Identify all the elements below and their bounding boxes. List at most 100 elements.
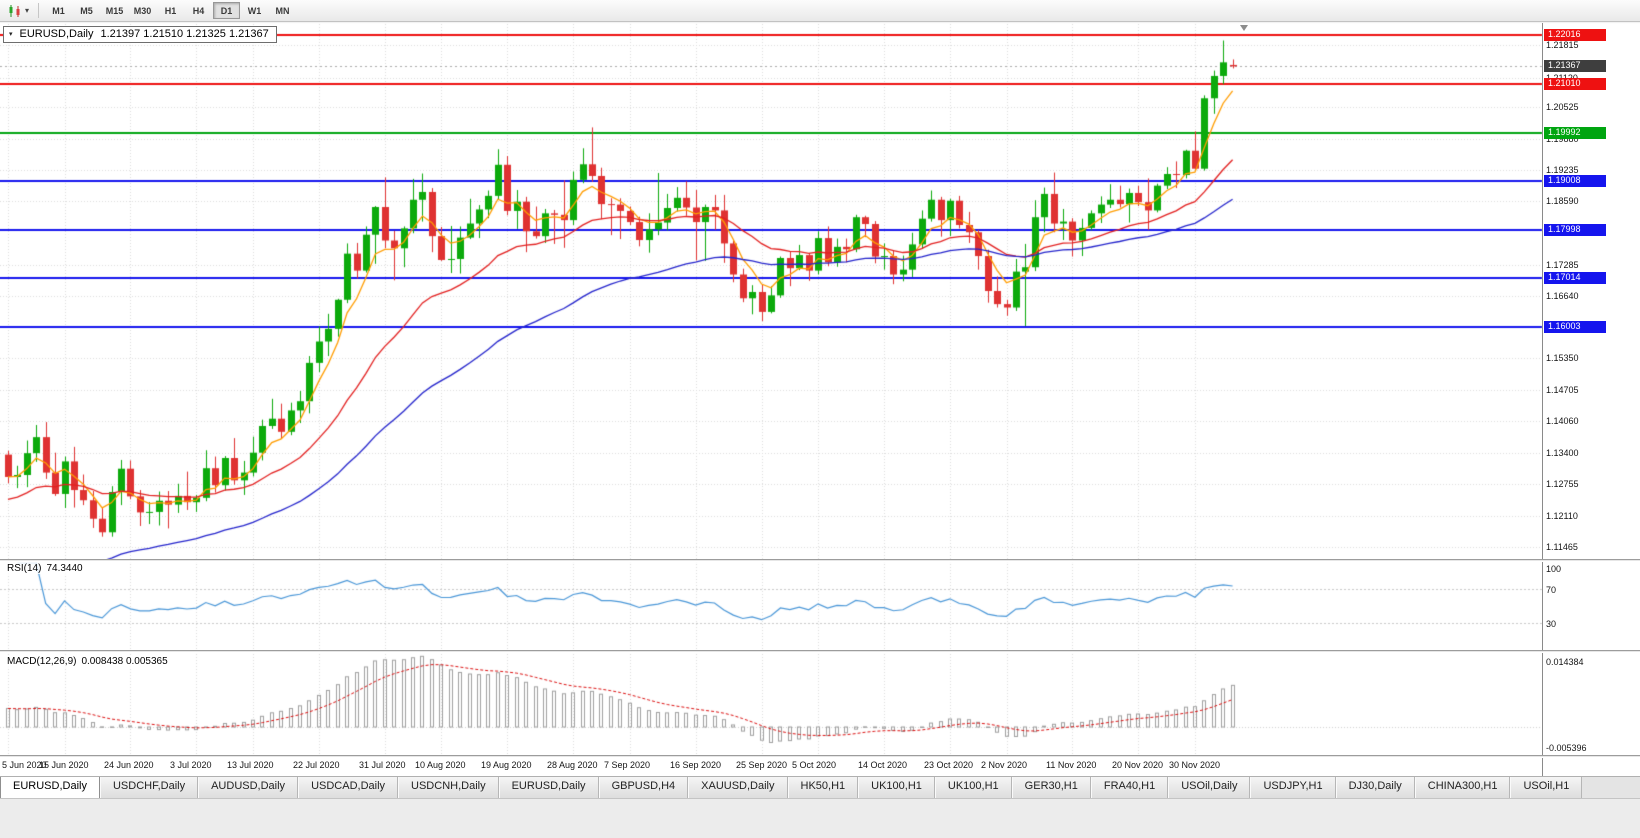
chart-tab-ger30-h1[interactable]: GER30,H1 [1011, 777, 1091, 798]
price-line-tag[interactable]: 1.22016 [1544, 29, 1606, 41]
status-bar [0, 798, 1640, 838]
date-tick-label: 30 Nov 2020 [1169, 760, 1221, 770]
price-tick-label: 1.21815 [1546, 40, 1579, 50]
rsi-value: 74.3440 [46, 563, 83, 574]
price-tick-label: 1.14060 [1546, 416, 1579, 426]
chart-tab-usoil-daily[interactable]: USOil,Daily [1168, 777, 1251, 798]
chart-tab-eurusd-daily[interactable]: EURUSD,Daily [0, 777, 100, 798]
rsi-title: RSI(14) [7, 563, 42, 574]
price-tick-label: 1.20525 [1546, 102, 1579, 112]
rsi-level-label: 100 [1546, 564, 1562, 574]
date-tick-label: 25 Sep 2020 [736, 760, 788, 770]
candlestick-chart-icon [9, 4, 20, 17]
chart-tabs-bar: EURUSD,Daily USDCHF,Daily AUDUSD,Daily USDC… [0, 776, 1640, 798]
pane-separator-rsi[interactable] [0, 559, 1640, 562]
date-tick-label: 7 Sep 2020 [604, 760, 651, 770]
pane-separator-macd[interactable] [0, 650, 1640, 653]
chart-tab-uk100-h1[interactable]: UK100,H1 [934, 777, 1012, 798]
date-tick-label: 11 Nov 2020 [1046, 760, 1097, 770]
price-line-tag[interactable]: 1.17014 [1544, 272, 1606, 284]
date-tick-label: 14 Oct 2020 [858, 760, 908, 770]
date-tick-label: 19 Aug 2020 [481, 760, 532, 770]
timeframe-buttons: M1 M5 M15 M30 H1 H4 D1 W1 MN [45, 2, 296, 19]
price-tick-label: 1.16640 [1546, 291, 1579, 301]
date-tick-label: 13 Jul 2020 [227, 760, 274, 770]
chart-tab-usdchf-daily[interactable]: USDCHF,Daily [99, 777, 199, 798]
chart-tab-china300-h1[interactable]: CHINA300,H1 [1414, 777, 1511, 798]
timeframe-button-w1[interactable]: W1 [247, 6, 262, 16]
date-tick-label: 3 Jul 2020 [170, 760, 212, 770]
macd-scale-top-label: 0.014384 [1546, 657, 1584, 667]
timeframe-button-h1[interactable]: H1 [164, 6, 177, 16]
chart-dropdown-icon[interactable]: ▾ [9, 31, 13, 38]
pane-separator-dates [0, 755, 1640, 758]
chart-tab-usdcnh-daily[interactable]: USDCNH,Daily [398, 777, 499, 798]
date-tick-label: 5 Jun 2020 [2, 760, 47, 770]
date-tick-label: 15 Jun 2020 [39, 760, 89, 770]
price-line-tag[interactable]: 1.21010 [1544, 78, 1606, 90]
chart-tab-dj30-daily[interactable]: DJ30,Daily [1335, 777, 1415, 798]
date-tick-label: 28 Aug 2020 [547, 760, 598, 770]
timeframe-button-d1[interactable]: D1 [213, 2, 241, 19]
price-line-tag[interactable]: 1.17998 [1544, 224, 1606, 236]
timeframe-button-m30[interactable]: M30 [133, 6, 152, 16]
date-tick-label: 31 Jul 2020 [359, 760, 406, 770]
price-tick-label: 1.19880 [1546, 134, 1579, 144]
timeframe-button-m15[interactable]: M15 [105, 6, 124, 16]
price-line-tag[interactable]: 1.19992 [1544, 127, 1606, 139]
timeframe-button-m1[interactable]: M1 [52, 6, 65, 16]
price-axis-divider [1542, 23, 1543, 776]
price-tick-label: 1.13400 [1546, 448, 1579, 458]
price-tick-label: 1.12755 [1546, 479, 1579, 489]
chart-type-button[interactable]: ▾ [4, 3, 32, 19]
chevron-down-icon: ▾ [25, 5, 30, 15]
chart-tab-usdjpy-h1[interactable]: USDJPY,H1 [1250, 777, 1336, 798]
chart-tab-eurusd-daily[interactable]: EURUSD,Daily [498, 777, 599, 798]
date-tick-label: 23 Oct 2020 [924, 760, 974, 770]
price-tick-label: 1.12110 [1546, 511, 1578, 521]
chart-tab-usoil-h1[interactable]: USOil,H1 [1510, 777, 1583, 798]
price-tick-label: 1.15350 [1546, 353, 1579, 363]
price-tick-label: 1.11465 [1546, 542, 1578, 552]
chart-tab-fra40-h1[interactable]: FRA40,H1 [1090, 777, 1169, 798]
chart-tab-audusd-daily[interactable]: AUDUSD,Daily [198, 777, 299, 798]
chart-tab-hk50-h1[interactable]: HK50,H1 [787, 777, 859, 798]
timeframe-button-mn[interactable]: MN [275, 6, 290, 16]
macd-title: MACD(12,26,9) [7, 656, 77, 667]
toolbar: ▾ M1 M5 M15 M30 H1 H4 D1 W1 MN [0, 0, 1640, 22]
chart-symbol-title: EURUSD,Daily [19, 28, 94, 40]
macd-values: 0.008438 0.005365 [81, 656, 168, 667]
macd-scale-bottom-label: -0.005396 [1546, 743, 1587, 753]
chart-shift-marker-icon[interactable] [1240, 25, 1248, 31]
date-tick-label: 16 Sep 2020 [670, 760, 722, 770]
price-tick-label: 1.14705 [1546, 385, 1579, 395]
rsi-indicator-label: RSI(14) 74.3440 [5, 563, 85, 574]
date-tick-label: 5 Oct 2020 [792, 760, 837, 770]
timeframe-button-m5[interactable]: M5 [80, 6, 93, 16]
macd-indicator-label: MACD(12,26,9) 0.008438 0.005365 [5, 656, 170, 667]
chart-tab-usdcad-daily[interactable]: USDCAD,Daily [298, 777, 399, 798]
date-tick-label: 2 Nov 2020 [981, 760, 1028, 770]
date-tick-label: 20 Nov 2020 [1112, 760, 1164, 770]
price-chart-canvas[interactable] [0, 0, 1640, 776]
price-line-tag[interactable]: 1.16003 [1544, 321, 1606, 333]
date-tick-label: 22 Jul 2020 [293, 760, 340, 770]
timeframe-button-h4[interactable]: H4 [192, 6, 205, 16]
current-price-tag: 1.21367 [1544, 60, 1606, 72]
chart-ohlc-values: 1.21397 1.21510 1.21325 1.21367 [100, 28, 269, 40]
price-tick-label: 1.18590 [1546, 196, 1579, 206]
chart-title-box: ▾ EURUSD,Daily 1.21397 1.21510 1.21325 1… [3, 26, 277, 43]
chart-tab-uk100-h1[interactable]: UK100,H1 [858, 777, 935, 798]
chart-tab-gbpusd-h4[interactable]: GBPUSD,H4 [598, 777, 689, 798]
chart-tab-xauusd-daily[interactable]: XAUUSD,Daily [688, 777, 788, 798]
date-tick-label: 10 Aug 2020 [415, 760, 466, 770]
rsi-level-label: 30 [1546, 619, 1557, 629]
toolbar-separator [38, 3, 40, 18]
price-tick-label: 1.17285 [1546, 260, 1579, 270]
price-line-tag[interactable]: 1.19008 [1544, 175, 1606, 187]
date-tick-label: 24 Jun 2020 [104, 760, 154, 770]
rsi-level-label: 70 [1546, 585, 1557, 595]
price-tick-label: 1.19235 [1546, 165, 1579, 175]
